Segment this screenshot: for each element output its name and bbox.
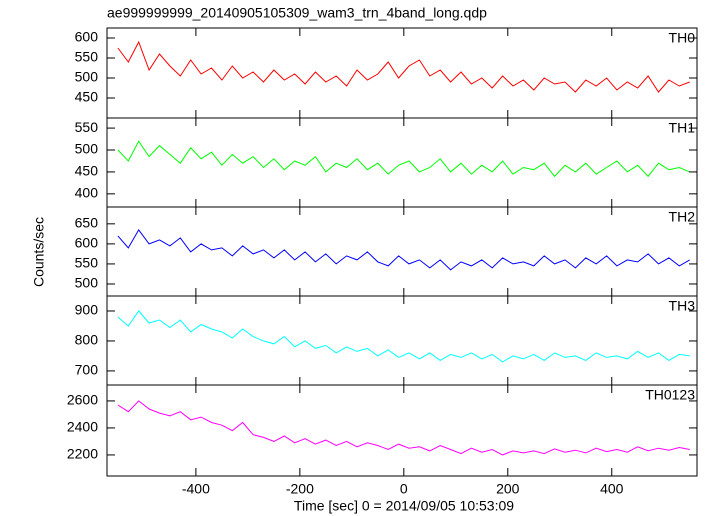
y-axis-label: Counts/sec xyxy=(31,217,47,287)
panel-frame xyxy=(106,27,698,119)
data-line xyxy=(117,140,690,178)
y-tick-label: 900 xyxy=(75,302,99,318)
x-tick-label: 400 xyxy=(600,481,624,497)
y-tick-label: 550 xyxy=(75,255,99,271)
y-tick-label: 2400 xyxy=(67,419,98,435)
data-line xyxy=(117,40,690,93)
y-tick-label: 550 xyxy=(75,119,99,135)
panel-label: TH0123 xyxy=(645,387,695,403)
data-line xyxy=(117,228,690,271)
x-tick-label: -400 xyxy=(182,481,210,497)
y-tick-label: 450 xyxy=(75,89,99,105)
panel-frame xyxy=(106,206,698,297)
data-line xyxy=(117,400,690,456)
panel-label: TH2 xyxy=(669,209,696,225)
x-axis-label: Time [sec] 0 = 2014/09/05 10:53:09 xyxy=(294,498,514,514)
y-tick-label: 500 xyxy=(75,69,99,85)
y-tick-label: 2200 xyxy=(67,446,98,462)
y-tick-label: 600 xyxy=(75,29,99,45)
data-line xyxy=(117,310,690,363)
y-tick-label: 600 xyxy=(75,235,99,251)
chart-title: ae999999999_20140905105309_wam3_trn_4ban… xyxy=(107,5,487,21)
panel-frame xyxy=(106,295,698,386)
x-tick-label: -200 xyxy=(286,481,314,497)
y-tick-label: 800 xyxy=(75,332,99,348)
y-tick-label: 400 xyxy=(75,185,99,201)
y-tick-label: 550 xyxy=(75,49,99,65)
panel-label: TH1 xyxy=(669,120,696,136)
y-tick-label: 500 xyxy=(75,275,99,291)
panel-label: TH0 xyxy=(669,30,696,46)
y-tick-label: 650 xyxy=(75,215,99,231)
panel-frame xyxy=(106,384,698,477)
y-tick-label: 2600 xyxy=(67,392,98,408)
x-tick-label: 0 xyxy=(400,481,408,497)
y-tick-label: 700 xyxy=(75,362,99,378)
x-tick-label: 200 xyxy=(496,481,520,497)
y-tick-label: 450 xyxy=(75,163,99,179)
panel-frame xyxy=(106,117,698,208)
panel-label: TH3 xyxy=(669,298,696,314)
y-tick-label: 500 xyxy=(75,141,99,157)
